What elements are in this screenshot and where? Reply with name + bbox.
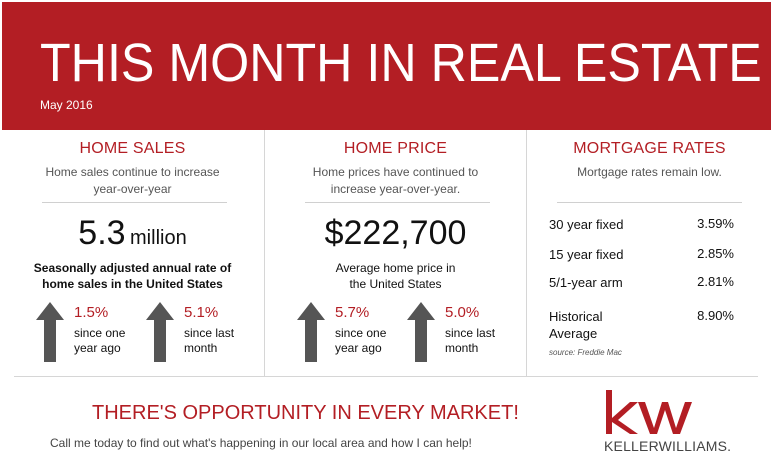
mortgage-rates-heading: MORTGAGE RATES bbox=[573, 140, 726, 157]
stat-percent: 5.0% bbox=[445, 304, 480, 321]
footer-title: THERE'S OPPORTUNITY IN EVERY MARKET! bbox=[92, 402, 519, 424]
home-price-desc-line2: the United States bbox=[349, 277, 442, 291]
mortgage-rates-subtitle: Mortgage rates remain low. bbox=[577, 165, 722, 179]
home-sales-desc-line1: Seasonally adjusted annual rate of bbox=[33, 261, 232, 275]
home-sales-stat-year: 1.5% since one year ago bbox=[36, 302, 146, 364]
stat-label-line1: since one bbox=[74, 326, 126, 340]
page-title: THIS MONTH IN REAL ESTATE bbox=[40, 33, 762, 93]
stat-label-line2: month bbox=[184, 341, 218, 355]
rate-value: 2.85% bbox=[697, 246, 734, 261]
footer-divider bbox=[14, 376, 758, 377]
up-arrow-icon bbox=[297, 302, 325, 362]
stat-label-line1: since last bbox=[184, 326, 235, 340]
divider bbox=[557, 202, 742, 203]
rate-label: 5/1-year arm bbox=[549, 275, 623, 290]
rate-value: 2.81% bbox=[697, 274, 734, 289]
home-price-desc-line1: Average home price in bbox=[335, 261, 456, 275]
home-sales-heading: HOME SALES bbox=[79, 140, 186, 157]
historical-label-line2: Average bbox=[549, 326, 598, 341]
stat-label: since one year ago bbox=[74, 326, 125, 356]
home-price-subtitle-line1: Home prices have continued to bbox=[312, 165, 479, 179]
home-price-heading: HOME PRICE bbox=[343, 140, 448, 157]
home-sales-description: Seasonally adjusted annual rate of home … bbox=[2, 260, 263, 292]
home-sales-subtitle: Home sales continue to increase year-ove… bbox=[2, 164, 263, 198]
stat-label-line2: year ago bbox=[335, 341, 382, 355]
home-sales-desc-line2: home sales in the United States bbox=[42, 277, 223, 291]
home-sales-unit: million bbox=[130, 227, 187, 249]
stat-label-line1: since last bbox=[445, 326, 496, 340]
stat-percent: 5.7% bbox=[335, 304, 370, 321]
rate-label: 30 year fixed bbox=[549, 217, 624, 232]
home-sales-subtitle-line2: year-over-year bbox=[93, 182, 172, 196]
home-sales-value: 5.3 million bbox=[2, 214, 263, 253]
footer-subtitle: Call me today to find out what's happeni… bbox=[50, 436, 472, 450]
historical-label-line1: Historical bbox=[549, 309, 603, 324]
home-sales-subtitle-line1: Home sales continue to increase bbox=[45, 165, 220, 179]
home-sales-panel: HOME SALES Home sales continue to increa… bbox=[2, 130, 263, 376]
rate-source: source: Freddie Mac bbox=[549, 348, 622, 357]
issue-date: May 2016 bbox=[40, 98, 93, 112]
home-price-subtitle-line2: increase year-over-year. bbox=[330, 182, 461, 196]
up-arrow-icon bbox=[146, 302, 174, 362]
stat-label-line2: year ago bbox=[74, 341, 121, 355]
stat-label-line1: since one bbox=[335, 326, 387, 340]
stat-percent: 1.5% bbox=[74, 304, 109, 321]
kw-logo-icon bbox=[606, 390, 692, 434]
header-banner: THIS MONTH IN REAL ESTATE May 2016 bbox=[2, 2, 771, 130]
keller-williams-logo: KELLERWILLIAMS. bbox=[604, 388, 754, 458]
home-price-description: Average home price in the United States bbox=[265, 260, 526, 292]
divider bbox=[305, 202, 490, 203]
up-arrow-icon bbox=[36, 302, 64, 362]
stat-label: since last month bbox=[445, 326, 495, 356]
home-price-stat-month: 5.0% since last month bbox=[407, 302, 517, 364]
home-price-stat-year: 5.7% since one year ago bbox=[297, 302, 407, 364]
historical-label: Historical Average bbox=[549, 308, 602, 342]
rate-value: 3.59% bbox=[697, 216, 734, 231]
home-price-value: $222,700 bbox=[265, 214, 526, 253]
stat-label: since one year ago bbox=[335, 326, 386, 356]
home-price-subtitle: Home prices have continued to increase y… bbox=[265, 164, 526, 198]
up-arrow-icon bbox=[407, 302, 435, 362]
stat-label: since last month bbox=[184, 326, 234, 356]
rate-label: 15 year fixed bbox=[549, 247, 624, 262]
logo-text: KELLERWILLIAMS. bbox=[604, 438, 732, 454]
divider bbox=[42, 202, 227, 203]
historical-value: 8.90% bbox=[697, 308, 734, 323]
mortgage-rates-panel: MORTGAGE RATES Mortgage rates remain low… bbox=[526, 130, 772, 376]
home-sales-stat-month: 5.1% since last month bbox=[146, 302, 256, 364]
stat-percent: 5.1% bbox=[184, 304, 219, 321]
stat-label-line2: month bbox=[445, 341, 479, 355]
home-sales-number: 5.3 bbox=[78, 214, 126, 252]
home-price-panel: HOME PRICE Home prices have continued to… bbox=[264, 130, 526, 376]
home-price-number: $222,700 bbox=[324, 214, 467, 252]
